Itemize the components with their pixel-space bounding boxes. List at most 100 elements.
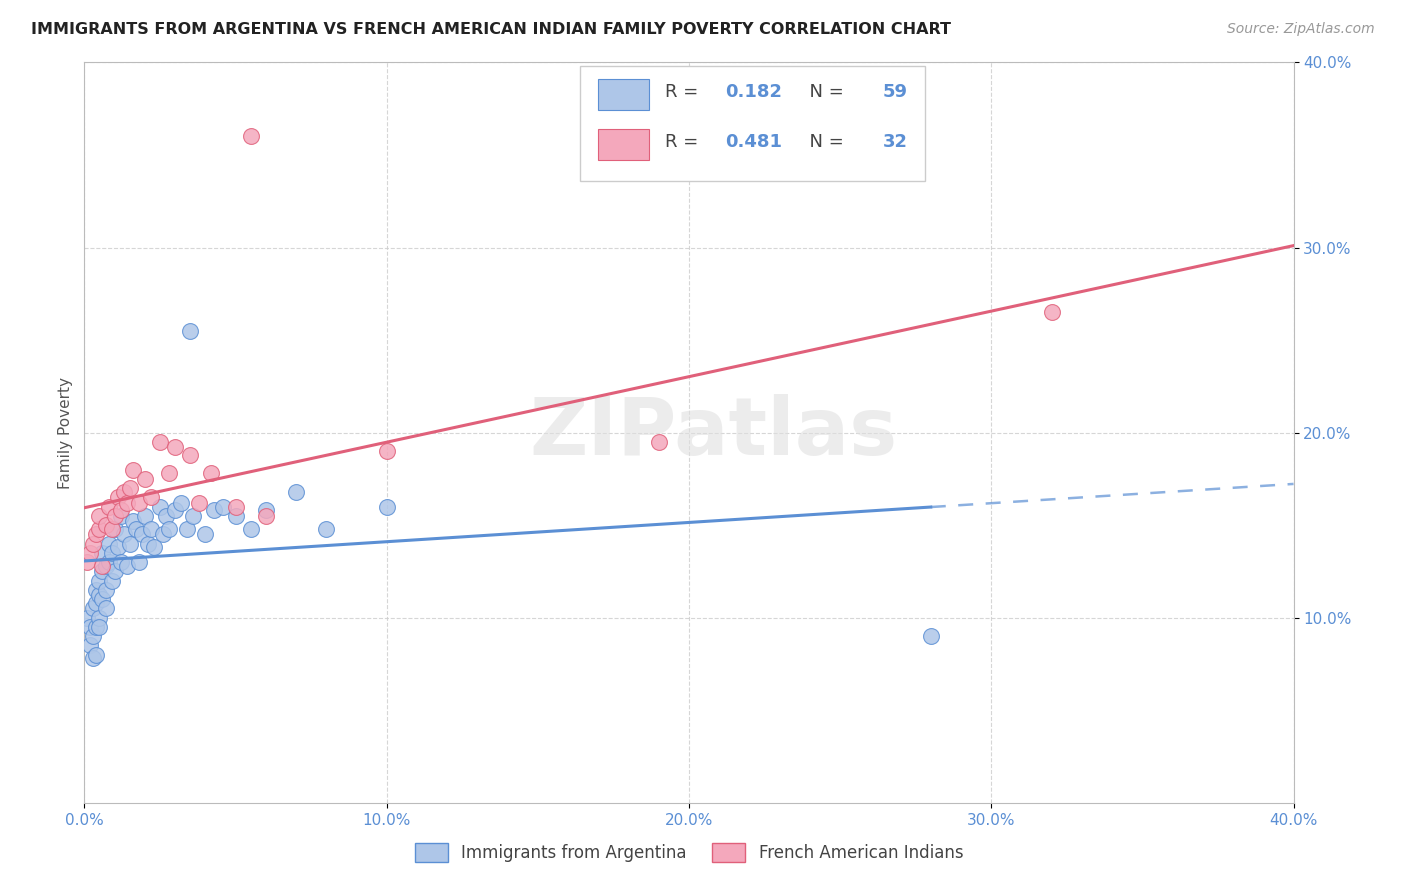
Point <box>139 491 162 505</box>
Y-axis label: Family Poverty: Family Poverty <box>58 376 73 489</box>
Point <box>181 508 204 523</box>
Point <box>100 574 122 588</box>
Point <box>79 639 101 653</box>
Point <box>225 500 247 514</box>
Point <box>200 467 222 481</box>
Point <box>285 484 308 499</box>
Point <box>97 536 120 550</box>
Point <box>82 651 104 665</box>
Point <box>375 444 398 458</box>
Text: IMMIGRANTS FROM ARGENTINA VS FRENCH AMERICAN INDIAN FAMILY POVERTY CORRELATION C: IMMIGRANTS FROM ARGENTINA VS FRENCH AMER… <box>31 22 950 37</box>
Point <box>239 129 262 144</box>
Point <box>104 565 127 579</box>
Text: N =: N = <box>797 83 849 101</box>
Point <box>94 582 117 597</box>
Text: 0.481: 0.481 <box>725 134 782 152</box>
Point <box>86 620 108 634</box>
Point <box>134 508 156 523</box>
Point <box>149 500 172 514</box>
Point <box>165 503 187 517</box>
Point <box>149 434 172 449</box>
Point <box>179 324 201 338</box>
Point <box>86 582 108 597</box>
Point <box>139 522 162 536</box>
FancyBboxPatch shape <box>599 78 650 110</box>
Point <box>89 574 111 588</box>
Point <box>79 546 101 560</box>
Point <box>89 610 111 624</box>
Point <box>112 484 135 499</box>
Point <box>648 434 671 449</box>
Point <box>91 558 114 573</box>
Point <box>170 496 193 510</box>
Point <box>136 536 159 550</box>
Point <box>194 527 217 541</box>
Point <box>89 620 111 634</box>
Point <box>134 472 156 486</box>
Point <box>115 496 138 510</box>
Point <box>128 555 150 569</box>
Text: R =: R = <box>665 83 704 101</box>
Point <box>94 601 117 615</box>
Point <box>94 558 117 573</box>
Point <box>107 491 129 505</box>
Point <box>131 527 153 541</box>
Point <box>202 503 225 517</box>
Point <box>91 546 114 560</box>
Point <box>254 508 277 523</box>
Point <box>104 522 127 536</box>
Point <box>91 592 114 607</box>
Point <box>82 629 104 643</box>
Point <box>97 555 120 569</box>
Point <box>155 508 177 523</box>
Point <box>920 629 942 643</box>
Point <box>91 565 114 579</box>
Point <box>89 589 111 603</box>
Point <box>76 610 98 624</box>
Point <box>128 496 150 510</box>
FancyBboxPatch shape <box>581 66 925 181</box>
Point <box>82 536 104 550</box>
Point <box>112 527 135 541</box>
Text: R =: R = <box>665 134 704 152</box>
Point <box>212 500 235 514</box>
Point <box>179 448 201 462</box>
Point <box>110 508 132 523</box>
Text: ZIPatlas: ZIPatlas <box>529 393 897 472</box>
Point <box>176 522 198 536</box>
Text: 32: 32 <box>883 134 907 152</box>
Point <box>121 515 143 529</box>
Point <box>100 522 122 536</box>
Point <box>157 467 180 481</box>
Point <box>165 441 187 455</box>
Point <box>104 508 127 523</box>
Point <box>100 546 122 560</box>
Point <box>86 527 108 541</box>
Text: N =: N = <box>797 134 849 152</box>
Point <box>89 522 111 536</box>
Point <box>94 518 117 533</box>
Point <box>375 500 398 514</box>
Point <box>107 541 129 555</box>
Point <box>110 555 132 569</box>
Point <box>1040 305 1063 319</box>
Point <box>188 496 211 510</box>
Point <box>239 522 262 536</box>
Point <box>121 462 143 476</box>
Point <box>86 648 108 662</box>
Point <box>79 620 101 634</box>
Point <box>157 522 180 536</box>
Point <box>254 503 277 517</box>
Text: 0.182: 0.182 <box>725 83 782 101</box>
Point <box>82 601 104 615</box>
FancyBboxPatch shape <box>599 129 650 161</box>
Text: Source: ZipAtlas.com: Source: ZipAtlas.com <box>1227 22 1375 37</box>
Point <box>152 527 174 541</box>
Point <box>118 481 141 495</box>
Point <box>97 500 120 514</box>
Point <box>125 522 148 536</box>
Point <box>315 522 337 536</box>
Point <box>118 536 141 550</box>
Point <box>86 596 108 610</box>
Point <box>89 508 111 523</box>
